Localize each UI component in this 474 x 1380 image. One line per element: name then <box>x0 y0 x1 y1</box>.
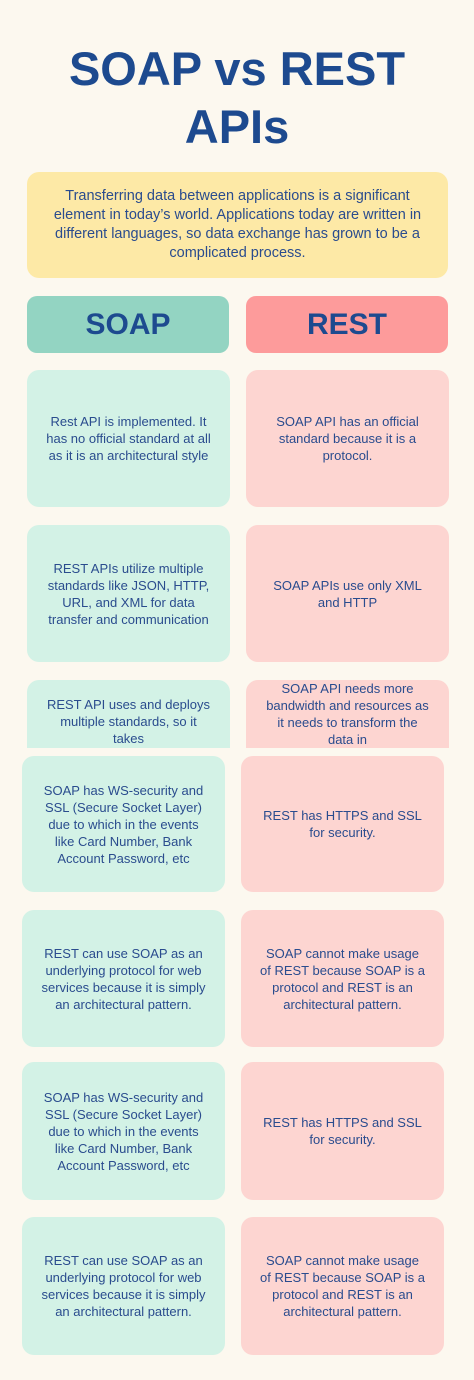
soap-card: SOAP has WS-security and SSL (Secure Soc… <box>22 1062 225 1200</box>
card-text: REST API uses and deploys multiple stand… <box>46 697 211 746</box>
card-text: REST has HTTPS and SSL for security. <box>263 1115 422 1147</box>
soap-card: REST can use SOAP as an underlying proto… <box>22 1217 225 1355</box>
soap-card: REST API uses and deploys multiple stand… <box>27 680 230 748</box>
card-text: REST APIs utilize multiple standards lik… <box>47 560 210 627</box>
card-text: SOAP API has an official standard becaus… <box>276 414 419 463</box>
card-text: Rest API is implemented. It has no offic… <box>46 414 211 463</box>
rest-card: REST has HTTPS and SSL for security. <box>241 1062 444 1200</box>
card-text: SOAP cannot make usage of REST because S… <box>260 1253 425 1319</box>
soap-card: SOAP has WS-security and SSL (Secure Soc… <box>22 756 225 892</box>
card-text: SOAP cannot make usage of REST because S… <box>260 945 425 1012</box>
card-text: REST can use SOAP as an underlying proto… <box>41 1253 206 1319</box>
rest-card: SOAP API needs more bandwidth and resour… <box>246 680 449 748</box>
rest-header: REST <box>246 296 448 353</box>
intro-box: Transferring data between applications i… <box>27 172 448 278</box>
card-text: REST can use SOAP as an underlying proto… <box>41 945 206 1012</box>
rest-card: SOAP cannot make usage of REST because S… <box>241 1217 444 1355</box>
soap-card: Rest API is implemented. It has no offic… <box>27 370 230 507</box>
rest-card: SOAP APIs use only XML and HTTP <box>246 525 449 662</box>
card-text: SOAP APIs use only XML and HTTP <box>273 577 422 610</box>
rest-card: SOAP cannot make usage of REST because S… <box>241 910 444 1047</box>
card-text: SOAP API needs more bandwidth and resour… <box>266 681 429 747</box>
soap-card: REST APIs utilize multiple standards lik… <box>27 525 230 662</box>
card-text: SOAP has WS-security and SSL (Secure Soc… <box>43 1089 204 1173</box>
card-text: SOAP has WS-security and SSL (Secure Soc… <box>43 782 204 866</box>
title: SOAP vs REST APIs <box>68 42 406 153</box>
rest-card: SOAP API has an official standard becaus… <box>246 370 449 507</box>
soap-card: REST can use SOAP as an underlying proto… <box>22 910 225 1047</box>
intro-text: Transferring data between applications i… <box>53 188 422 261</box>
card-text: REST has HTTPS and SSL for security. <box>263 808 422 840</box>
rest-card: REST has HTTPS and SSL for security. <box>241 756 444 892</box>
soap-header: SOAP <box>27 296 229 353</box>
